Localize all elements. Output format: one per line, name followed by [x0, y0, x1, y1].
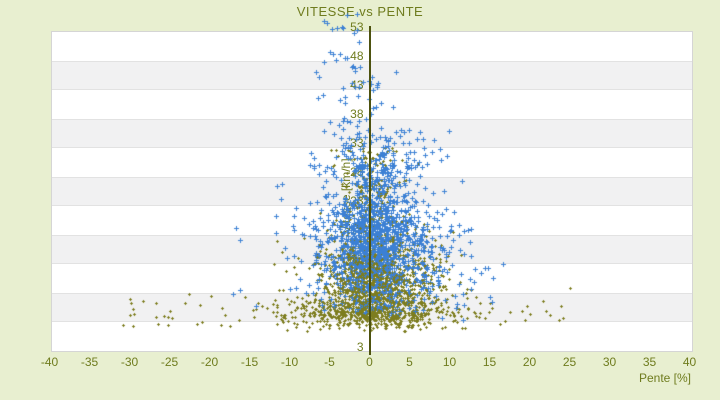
- y-axis-line: [369, 26, 371, 355]
